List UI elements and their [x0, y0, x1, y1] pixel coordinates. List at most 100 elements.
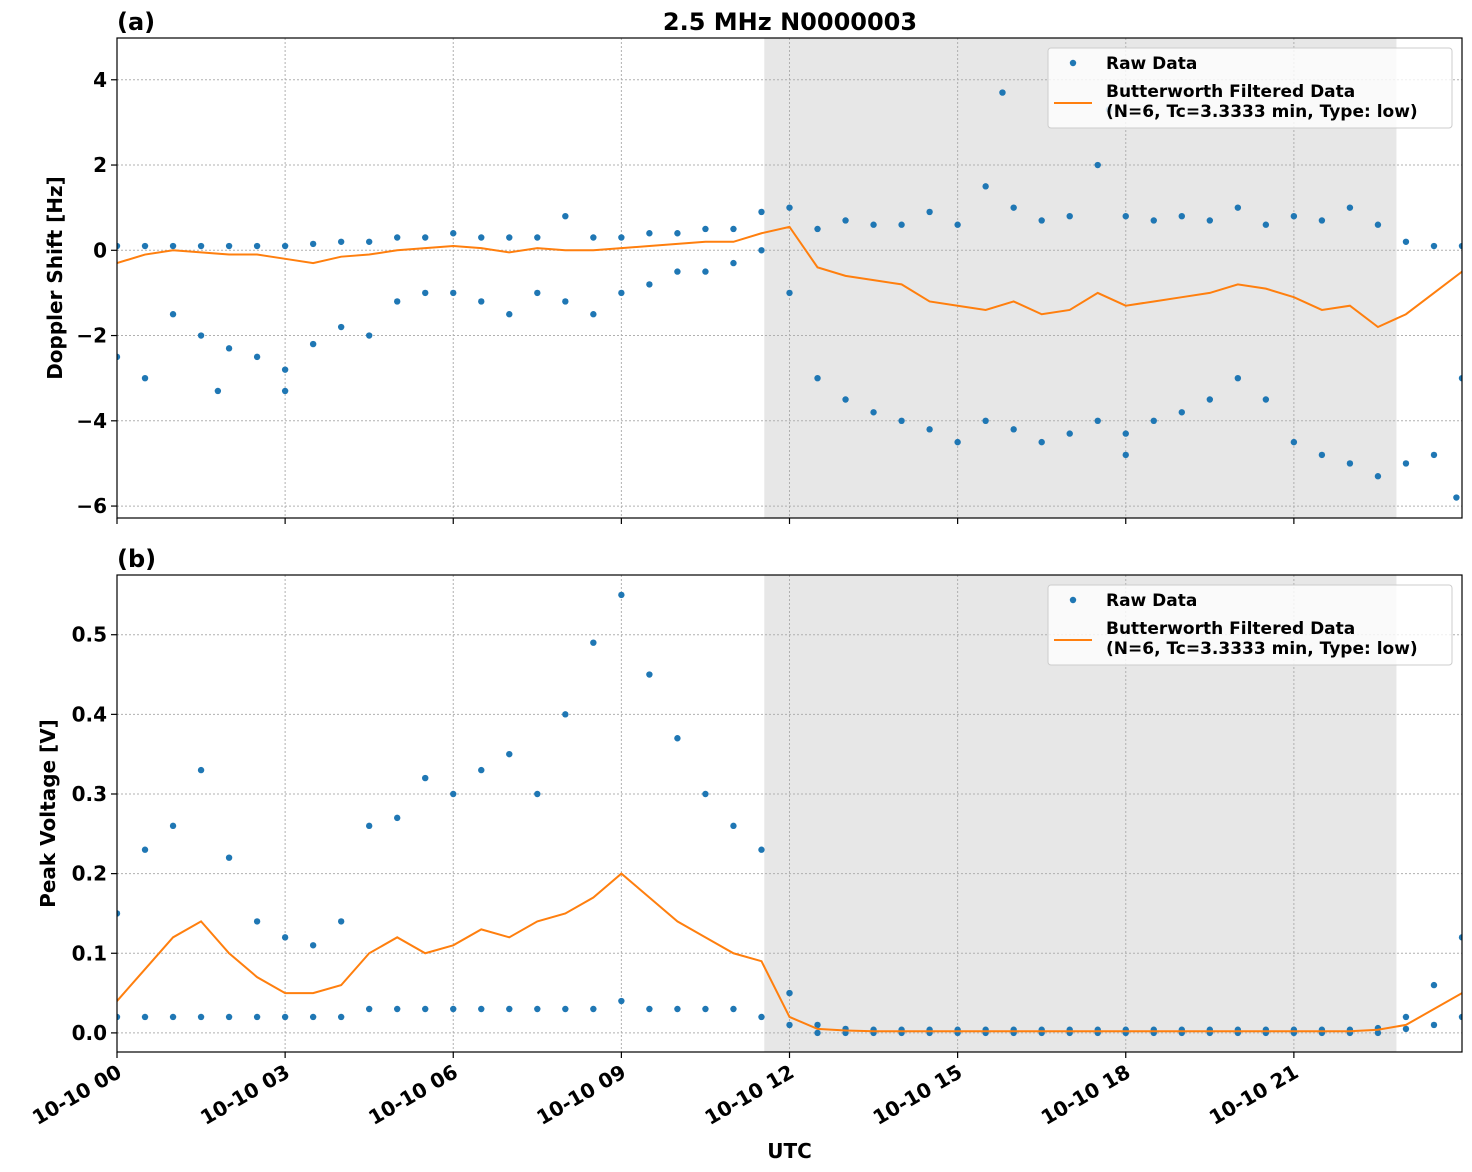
x-tick-label: 10-10 15 — [869, 1060, 967, 1130]
panel: 10-10 00 10-10 03 10-10 06 10-10 09 10-10 12… — [28, 545, 1463, 1163]
raw-point — [982, 183, 989, 190]
raw-point — [1374, 221, 1382, 228]
raw-point — [337, 238, 345, 245]
raw-point — [1122, 451, 1129, 459]
y-tick-label: −4 — [76, 409, 107, 433]
raw-point — [730, 225, 737, 233]
raw-point — [562, 212, 569, 220]
raw-point — [758, 208, 765, 216]
raw-point — [1318, 217, 1326, 224]
raw-point — [590, 311, 597, 318]
raw-point — [422, 234, 429, 241]
y-tick-label: −6 — [76, 494, 107, 518]
raw-point — [999, 89, 1006, 96]
raw-point — [814, 1029, 821, 1037]
x-tick-label: 10-10 09 — [532, 1060, 630, 1130]
raw-point — [954, 438, 961, 446]
raw-point — [646, 230, 653, 237]
raw-point — [281, 1013, 289, 1021]
raw-point — [422, 774, 429, 782]
raw-point — [281, 934, 289, 941]
y-tick-label: 0.4 — [72, 702, 107, 726]
raw-point — [214, 387, 222, 395]
raw-point — [141, 1013, 149, 1021]
raw-point — [534, 790, 541, 798]
raw-point — [618, 289, 625, 297]
y-axis-label: Doppler Shift [Hz] — [43, 176, 67, 380]
raw-point — [1206, 396, 1214, 403]
raw-point — [898, 221, 905, 228]
raw-point — [394, 1005, 401, 1013]
raw-point — [197, 332, 205, 339]
raw-point — [674, 735, 681, 742]
raw-point — [1178, 212, 1185, 220]
raw-point — [814, 225, 821, 233]
raw-point — [1010, 204, 1017, 211]
x-tick-label: 10-10 18 — [1037, 1060, 1135, 1130]
x-tick-label: 10-10 21 — [1205, 1060, 1303, 1130]
raw-point — [1458, 934, 1462, 941]
raw-point — [842, 396, 849, 403]
raw-point — [730, 1005, 737, 1013]
raw-point — [117, 1013, 121, 1021]
raw-point — [225, 345, 233, 352]
raw-point — [309, 340, 317, 348]
raw-point — [814, 374, 821, 382]
raw-point — [1010, 426, 1017, 433]
y-tick-label: 0 — [93, 238, 107, 262]
raw-point — [309, 942, 317, 949]
raw-point — [1430, 1021, 1438, 1029]
panel-label: (a) — [117, 8, 155, 36]
y-tick-label: 0.3 — [72, 782, 107, 806]
raw-point — [422, 289, 429, 297]
legend-box — [1047, 47, 1453, 129]
raw-point — [534, 289, 541, 297]
x-tick-label: 10-10 06 — [364, 1060, 462, 1130]
raw-point — [1374, 1029, 1382, 1037]
legend-marker — [1069, 596, 1077, 604]
raw-point — [786, 289, 793, 297]
raw-point — [646, 1005, 653, 1013]
raw-point — [646, 671, 653, 678]
axes-frame — [116, 574, 1463, 1053]
raw-point — [478, 234, 485, 241]
raw-point — [169, 311, 177, 318]
raw-point — [1346, 204, 1354, 211]
legend-label: Butterworth Filtered Data (N=6, Tc=3.3333… — [1106, 82, 1418, 122]
raw-point — [225, 1013, 233, 1021]
raw-point — [450, 1005, 457, 1013]
axes-frame — [116, 37, 1463, 519]
raw-point — [141, 242, 149, 250]
raw-point — [169, 822, 177, 830]
raw-point — [197, 1013, 205, 1021]
raw-point — [702, 225, 709, 233]
raw-point — [674, 230, 681, 237]
raw-point — [702, 268, 709, 275]
raw-point — [1318, 451, 1326, 459]
x-tick-label: 10-10 03 — [196, 1060, 294, 1130]
raw-point — [450, 289, 457, 297]
x-tick-label: 10-10 12 — [700, 1060, 798, 1130]
y-tick-label: 0.5 — [72, 623, 107, 647]
legend: Raw Data Butterworth Filtered Data (N=6, T… — [1047, 47, 1453, 129]
raw-point — [337, 918, 345, 925]
raw-point — [786, 1021, 793, 1029]
raw-point — [253, 353, 261, 361]
filtered-line — [117, 872, 1462, 1033]
raw-point — [730, 822, 737, 830]
raw-point — [1374, 473, 1382, 480]
raw-point — [309, 1013, 317, 1021]
raw-point — [1262, 396, 1270, 403]
y-tick-label: 4 — [93, 68, 107, 92]
raw-point — [197, 766, 205, 774]
raw-point — [281, 387, 289, 395]
raw-point — [365, 238, 373, 245]
raw-point — [1234, 374, 1242, 382]
raw-point — [1150, 417, 1157, 425]
raw-point — [117, 910, 121, 917]
raw-point — [1402, 1025, 1410, 1033]
data-layer — [117, 591, 1462, 1037]
y-tick-label: 2 — [93, 153, 107, 177]
legend: Raw Data Butterworth Filtered Data (N=6, T… — [1047, 584, 1453, 666]
